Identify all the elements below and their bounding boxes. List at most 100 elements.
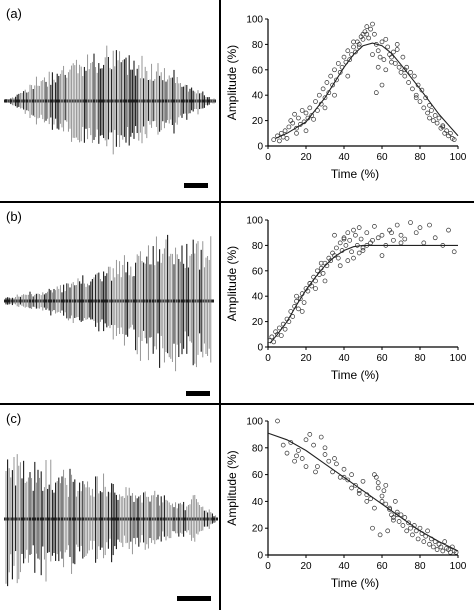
data-point-a	[372, 31, 377, 37]
data-point-b	[446, 227, 451, 233]
data-point-c	[430, 544, 436, 550]
data-point-c	[284, 450, 290, 456]
data-point-a	[392, 61, 398, 66]
data-point-a	[421, 105, 427, 111]
data-point-b	[269, 334, 275, 340]
data-point-a	[316, 92, 322, 98]
data-point-b	[341, 236, 347, 242]
data-point-b	[375, 235, 381, 241]
data-point-b	[358, 236, 364, 242]
x-tick-label-c: 60	[376, 561, 388, 572]
panel-label-c: (c)	[6, 411, 21, 426]
data-point-b	[328, 258, 334, 263]
data-point-a	[370, 21, 375, 27]
data-point-a	[427, 103, 432, 108]
data-point-a	[322, 105, 328, 111]
data-point-c	[406, 520, 411, 526]
y-axis-label-b: Amplitude (%)	[225, 246, 239, 321]
data-point-a	[353, 49, 358, 55]
scale-bar-c	[177, 596, 211, 601]
data-point-a	[334, 77, 339, 83]
data-point-a	[292, 111, 297, 117]
data-point-a	[303, 110, 309, 116]
data-point-b	[360, 248, 366, 253]
data-point-b	[394, 222, 400, 228]
scatter-plot-b: 0 20 40 60 80 100 0 20 40 60 80 100 Time (%) Amplitud…	[225, 216, 467, 383]
data-point-b	[294, 293, 299, 299]
data-point-a	[398, 69, 404, 75]
data-point-a	[313, 99, 318, 104]
waveform-a	[4, 45, 216, 155]
y-tick-label-c: 20	[252, 524, 264, 535]
data-point-c	[421, 539, 427, 544]
data-point-c	[379, 499, 385, 504]
y-tick-label-a: 100	[246, 15, 263, 26]
data-point-c	[408, 525, 413, 531]
data-point-b	[389, 230, 394, 236]
data-point-a	[320, 86, 326, 92]
x-axis-label-c: Time (%)	[331, 576, 379, 590]
data-point-c	[292, 458, 297, 464]
x-tick-label-b: 100	[450, 353, 467, 364]
data-point-a	[408, 69, 413, 75]
x-tick-label-b: 40	[338, 353, 350, 364]
data-point-c	[315, 464, 320, 469]
data-point-c	[442, 539, 448, 544]
x-tick-label-a: 20	[300, 152, 312, 163]
data-point-c	[379, 493, 385, 499]
data-point-a	[436, 115, 442, 121]
data-point-b	[402, 236, 408, 242]
data-point-c	[349, 485, 354, 491]
data-point-a	[394, 47, 400, 52]
data-point-a	[425, 110, 430, 116]
data-point-c	[392, 499, 398, 504]
data-point-c	[410, 532, 415, 538]
waveform-c	[4, 454, 218, 587]
data-point-c	[334, 461, 339, 467]
data-point-b	[301, 300, 307, 305]
data-point-b	[345, 258, 351, 263]
data-point-a	[394, 42, 400, 47]
y-tick-label-b: 80	[252, 241, 264, 252]
data-point-c	[415, 536, 421, 542]
y-axis-label-a: Amplitude (%)	[225, 45, 239, 120]
data-point-a	[332, 67, 337, 73]
data-point-a	[309, 113, 315, 118]
data-point-a	[328, 73, 334, 79]
data-point-b	[349, 249, 354, 255]
data-point-a	[413, 92, 419, 98]
waveform-b	[4, 234, 214, 372]
data-point-c	[370, 525, 375, 531]
y-tick-label-a: 20	[252, 116, 264, 127]
data-point-a	[299, 108, 305, 113]
y-tick-label-b: 60	[252, 266, 264, 277]
data-point-c	[383, 501, 389, 507]
data-point-b	[427, 222, 432, 228]
data-point-b	[337, 263, 343, 269]
data-point-a	[451, 137, 457, 142]
data-point-b	[421, 240, 427, 246]
data-point-c	[375, 480, 381, 485]
x-tick-label-b: 60	[376, 353, 388, 364]
data-point-b	[332, 232, 337, 238]
data-point-b	[296, 306, 301, 312]
data-point-a	[427, 115, 432, 121]
data-point-c	[307, 432, 313, 437]
data-point-c	[341, 466, 347, 472]
data-point-a	[429, 108, 434, 113]
data-point-b	[364, 230, 370, 236]
data-point-a	[434, 120, 440, 126]
data-point-b	[353, 232, 358, 238]
data-point-b	[351, 255, 356, 261]
data-point-b	[278, 333, 284, 338]
data-point-a	[332, 92, 337, 98]
data-point-a	[383, 36, 389, 42]
data-point-a	[440, 123, 446, 129]
data-point-a	[345, 73, 351, 79]
data-point-a	[286, 124, 292, 130]
data-point-c	[391, 515, 396, 520]
data-point-a	[294, 130, 299, 136]
data-point-a	[375, 48, 381, 54]
data-point-a	[430, 118, 436, 123]
